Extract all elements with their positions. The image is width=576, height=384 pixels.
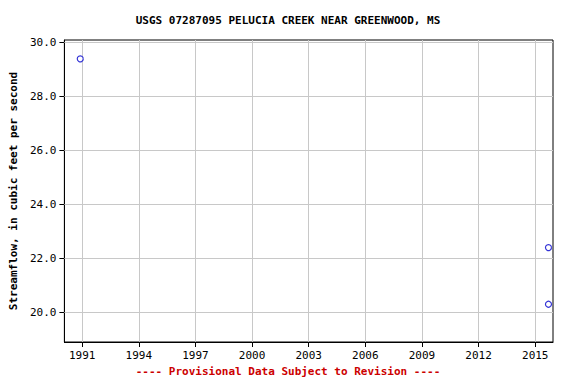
svg-text:1991: 1991 bbox=[69, 349, 96, 362]
svg-text:2006: 2006 bbox=[352, 349, 379, 362]
svg-text:1994: 1994 bbox=[126, 349, 153, 362]
svg-text:1997: 1997 bbox=[182, 349, 209, 362]
svg-text:22.0: 22.0 bbox=[30, 252, 57, 265]
svg-text:20.0: 20.0 bbox=[30, 306, 57, 319]
svg-text:Streamflow, in cubic feet per: Streamflow, in cubic feet per second bbox=[7, 72, 20, 310]
svg-text:2012: 2012 bbox=[465, 349, 492, 362]
svg-text:26.0: 26.0 bbox=[30, 144, 57, 157]
svg-text:---- Provisional Data Subject: ---- Provisional Data Subject to Revisio… bbox=[136, 365, 441, 378]
svg-text:2000: 2000 bbox=[239, 349, 266, 362]
svg-text:28.0: 28.0 bbox=[30, 90, 57, 103]
svg-text:USGS 07287095 PELUCIA CREEK NE: USGS 07287095 PELUCIA CREEK NEAR GREENWO… bbox=[136, 14, 441, 27]
svg-text:30.0: 30.0 bbox=[30, 36, 57, 49]
svg-text:2003: 2003 bbox=[295, 349, 322, 362]
svg-text:2015: 2015 bbox=[522, 349, 549, 362]
svg-text:24.0: 24.0 bbox=[30, 198, 57, 211]
svg-text:2009: 2009 bbox=[409, 349, 436, 362]
